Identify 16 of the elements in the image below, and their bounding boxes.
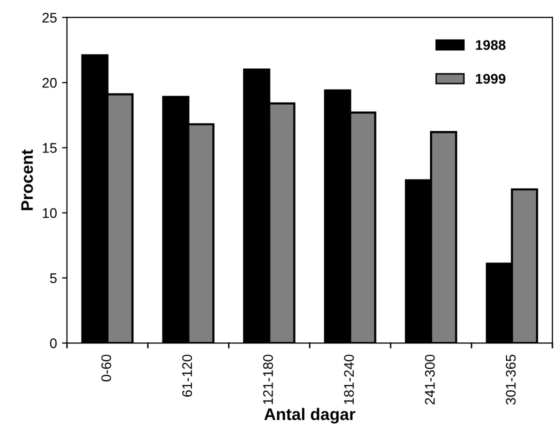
y-tick-label: 0	[50, 338, 57, 348]
y-tick-label: 15	[42, 143, 57, 153]
x-tick-label: 181-240	[344, 354, 354, 404]
y-axis-title: Procent	[21, 149, 33, 210]
x-tick-label: 241-300	[424, 354, 435, 404]
legend-label: 1988	[476, 40, 506, 50]
x-tick-label: 121-180	[263, 354, 273, 404]
x-axis-title: Antal dagar	[264, 408, 356, 424]
y-tick-label: 25	[42, 12, 57, 23]
y-tick-label: 5	[50, 273, 57, 284]
y-tick-label: 20	[42, 78, 57, 88]
x-tick-label: 301-365	[506, 354, 516, 405]
y-tick-label: 10	[42, 208, 57, 218]
x-tick-label: 0-60	[101, 354, 112, 382]
legend-label: 1999	[476, 74, 506, 84]
x-tick-label: 61-120	[182, 354, 192, 397]
